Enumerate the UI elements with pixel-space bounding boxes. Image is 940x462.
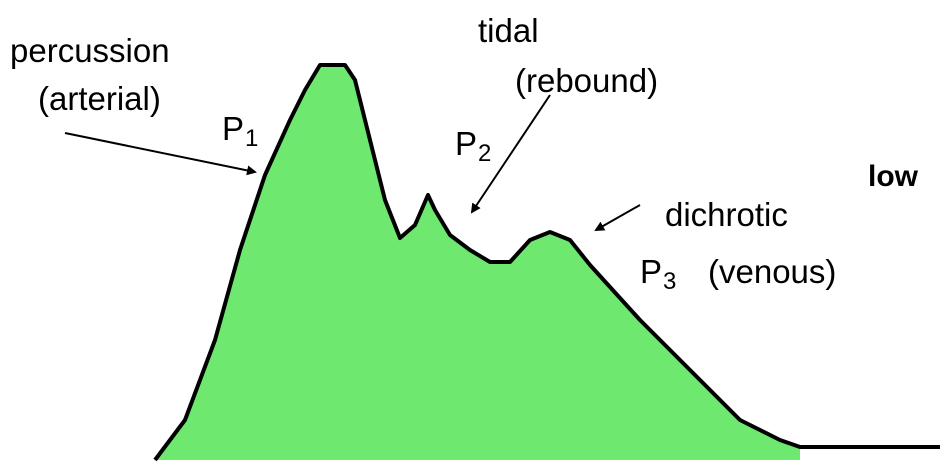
- label-tidal: tidal: [478, 12, 539, 49]
- label-low: low: [868, 160, 919, 193]
- label-p2: P: [455, 125, 477, 162]
- label-p2-sub: 2: [478, 140, 491, 167]
- arrow-dichrotic: [594, 204, 641, 231]
- waveform-fill: [155, 65, 800, 460]
- label-p1: P: [222, 110, 244, 147]
- label-p3: P: [640, 253, 662, 290]
- label-venous: (venous): [708, 253, 836, 290]
- label-arterial: (arterial): [38, 80, 161, 117]
- label-percussion: percussion: [10, 32, 170, 69]
- label-rebound: (rebound): [515, 62, 658, 99]
- label-dichrotic: dichrotic: [665, 196, 788, 233]
- label-p1-sub: 1: [245, 125, 258, 152]
- waveform-line: [153, 63, 940, 462]
- arrow-percussion: [64, 132, 257, 176]
- arrow-tidal: [470, 94, 551, 214]
- label-p3-sub: 3: [663, 268, 676, 295]
